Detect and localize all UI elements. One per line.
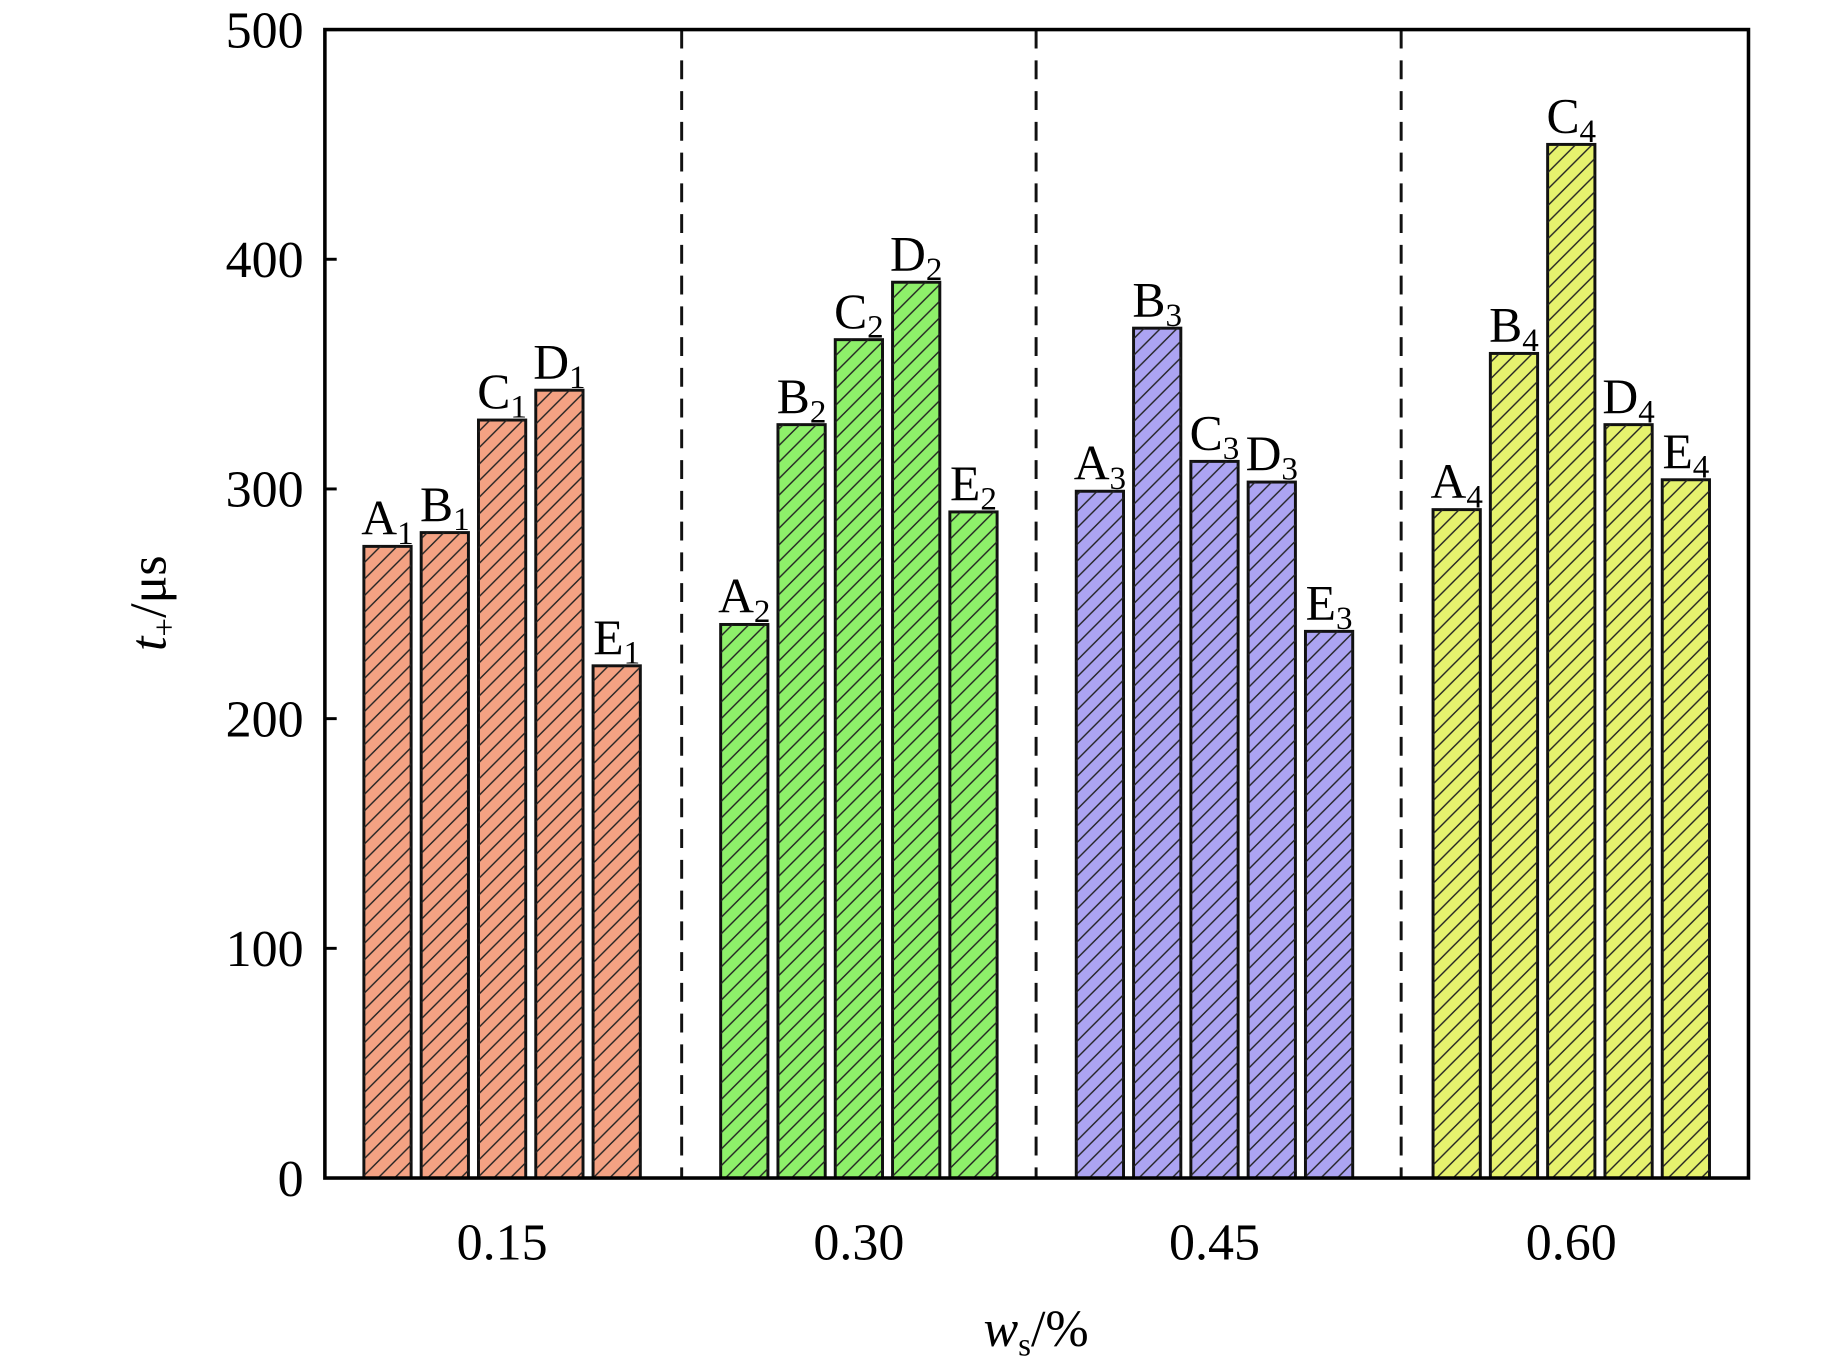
bar-label: A4 — [1430, 454, 1483, 515]
bar-hatch — [1547, 144, 1595, 1179]
bar-hatch — [1305, 631, 1353, 1179]
bar-hatch — [1604, 424, 1653, 1179]
y-tick-label: 100 — [226, 921, 304, 978]
x-tick-label: 0.30 — [813, 1215, 904, 1272]
bar-hatch — [1248, 482, 1296, 1179]
bar-label: A1 — [361, 491, 413, 552]
x-axis-label: ws/% — [983, 1301, 1088, 1363]
bar-hatch — [478, 420, 526, 1179]
x-tick-label: 0.15 — [457, 1215, 548, 1272]
bar-hatch — [1076, 491, 1124, 1179]
bar-hatch — [421, 532, 469, 1179]
y-axis-label: t+/μs — [120, 555, 182, 651]
bar-hatch — [1133, 328, 1181, 1179]
y-tick-label: 0 — [278, 1151, 304, 1208]
x-tick-label: 0.45 — [1169, 1215, 1260, 1272]
bar-label: C1 — [477, 364, 527, 425]
y-tick-label: 400 — [226, 232, 304, 289]
bar-hatch — [949, 511, 998, 1179]
bar-hatch — [363, 546, 412, 1179]
bar-label: B2 — [777, 369, 827, 430]
bar-hatch — [1190, 461, 1239, 1179]
bar-label: C4 — [1546, 89, 1596, 150]
y-tick-label: 200 — [226, 691, 304, 748]
bar-label: C2 — [834, 284, 884, 345]
bar-label: A2 — [718, 569, 770, 630]
bar-hatch — [720, 624, 768, 1179]
bar-label: C3 — [1190, 406, 1240, 467]
bar-hatch — [835, 339, 883, 1179]
bar-label: B3 — [1132, 272, 1182, 333]
bar-label: E3 — [1306, 576, 1353, 637]
y-tick-label: 300 — [226, 462, 304, 519]
bar-hatch — [1662, 479, 1710, 1179]
bar-label: A3 — [1074, 435, 1126, 496]
bar-label: E2 — [950, 456, 997, 517]
bar-label: B4 — [1489, 298, 1539, 359]
bar-hatch — [1490, 353, 1538, 1179]
bar-hatch — [892, 282, 940, 1179]
x-tick-label: 0.60 — [1526, 1215, 1617, 1272]
y-tick-label: 500 — [226, 2, 304, 59]
bar-label: E4 — [1662, 424, 1709, 485]
bar-hatch — [593, 665, 641, 1179]
bar-label: D2 — [890, 226, 942, 287]
bar-label: E1 — [593, 610, 640, 671]
bar-hatch — [1433, 509, 1481, 1179]
bar-label: D3 — [1246, 426, 1298, 487]
bar-label: B1 — [420, 477, 470, 538]
bar-hatch — [535, 390, 584, 1179]
bar-hatch — [777, 424, 826, 1179]
bar-label: D4 — [1602, 369, 1655, 430]
plot-frame — [323, 27, 1751, 1180]
bar-label: D1 — [533, 334, 585, 395]
